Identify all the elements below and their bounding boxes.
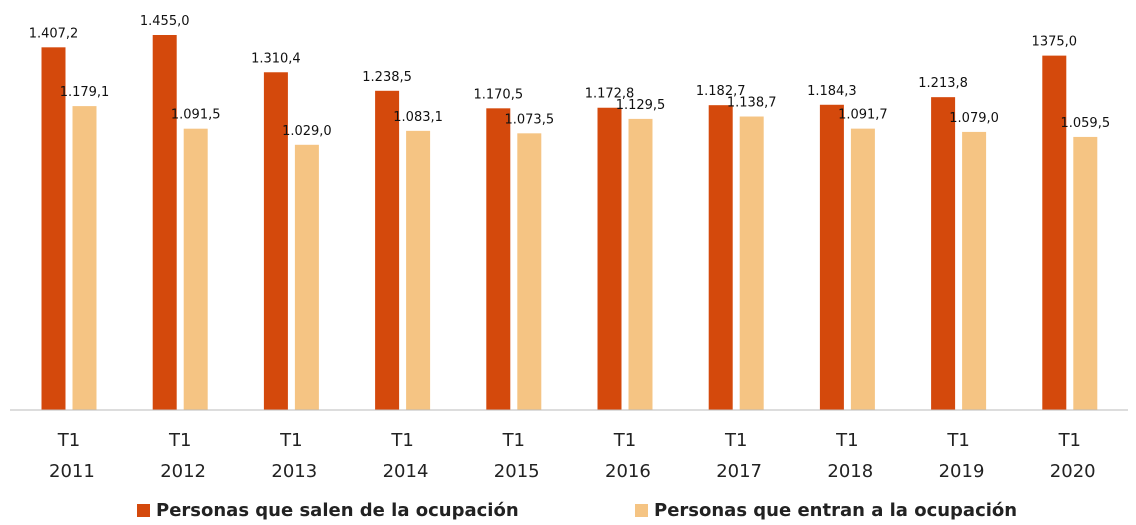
bar (739, 116, 764, 410)
bar (517, 133, 542, 410)
bar (819, 104, 844, 411)
bar (628, 118, 653, 410)
bar (962, 131, 987, 410)
legend-label: Personas que entran a la ocupación (654, 500, 1018, 521)
x-tick-label: T1 2019 (938, 430, 985, 482)
value-label: 1375,0 (1032, 35, 1078, 50)
bar (41, 47, 66, 411)
bar (183, 128, 208, 411)
bar (72, 106, 97, 410)
x-tick-label: T1 2017 (716, 430, 762, 482)
bar (406, 130, 431, 410)
value-label: 1.213,8 (918, 76, 968, 91)
value-label: 1.138,7 (727, 96, 777, 111)
value-label: 1.091,7 (838, 108, 888, 123)
x-tick-label: T1 2020 (1049, 430, 1096, 482)
value-label: 1.238,5 (362, 70, 412, 85)
value-label: 1.029,0 (282, 124, 332, 139)
value-label: 1.079,0 (949, 111, 999, 126)
value-label: 1.182,7 (696, 84, 746, 99)
value-label: 1.407,2 (29, 26, 79, 41)
value-label: 1.083,1 (393, 110, 443, 125)
value-label: 1.091,5 (171, 108, 221, 123)
x-tick-label: T1 2016 (605, 430, 651, 482)
bar (486, 108, 511, 411)
bar (294, 144, 319, 410)
legend-swatch (137, 504, 150, 517)
value-label: 1.310,4 (251, 51, 301, 66)
x-tick-label: T1 2011 (49, 430, 95, 482)
value-label: 1.172,8 (585, 87, 635, 102)
value-label: 1.170,5 (473, 87, 523, 102)
legend-item: Personas que salen de la ocupación (137, 500, 519, 521)
value-label: 1.129,5 (616, 98, 666, 113)
legend-label: Personas que salen de la ocupación (156, 500, 519, 521)
bar (152, 35, 177, 410)
legend-item: Personas que entran a la ocupación (635, 500, 1017, 521)
legend-swatch (635, 504, 648, 517)
value-label: 1.184,3 (807, 84, 857, 99)
x-tick-label: T1 2015 (493, 430, 540, 482)
bar (263, 72, 288, 411)
bar (1073, 136, 1098, 410)
x-tick-label: T1 2013 (271, 430, 318, 482)
value-label: 1.179,1 (60, 85, 110, 100)
bar (850, 128, 875, 410)
value-label: 1.455,0 (140, 14, 190, 29)
bar (375, 90, 400, 411)
bar (931, 97, 956, 410)
bar (597, 107, 622, 410)
bar (708, 105, 733, 410)
bar (1042, 55, 1067, 410)
value-label: 1.059,5 (1060, 116, 1110, 131)
x-tick-label: T1 2012 (160, 430, 206, 482)
x-tick-label: T1 2014 (382, 430, 429, 482)
x-tick-label: T1 2018 (827, 430, 874, 482)
value-label: 1.073,5 (504, 112, 554, 127)
